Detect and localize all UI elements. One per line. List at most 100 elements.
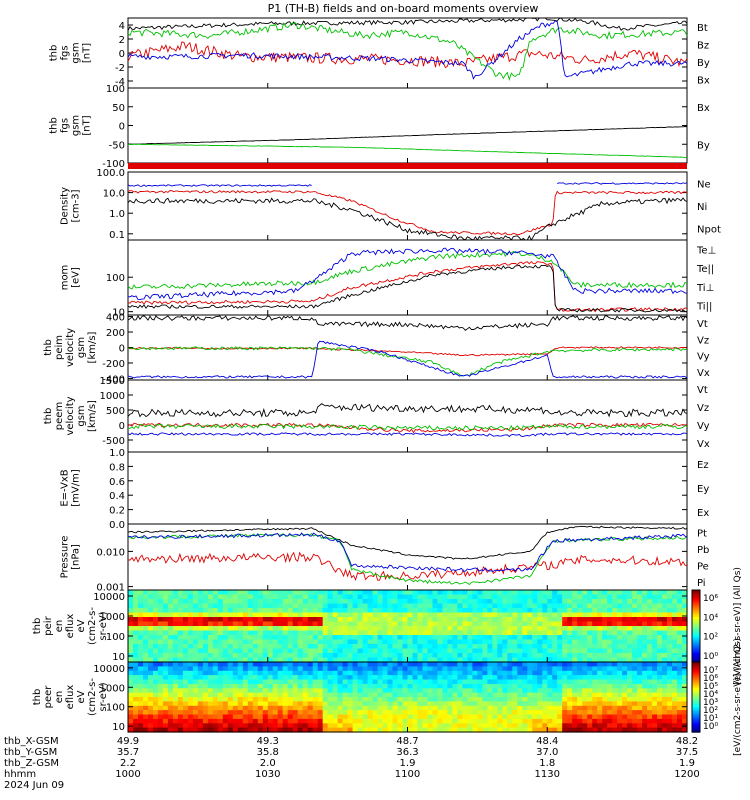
- spectrogram-cell: [462, 688, 468, 694]
- spectrogram-cell: [517, 688, 523, 694]
- spectrogram-cell: [337, 657, 344, 663]
- spectrogram-cell: [187, 692, 194, 698]
- spectrogram-cell: [262, 635, 269, 641]
- spectrogram-cell: [662, 714, 668, 720]
- spectrogram-cell: [502, 653, 508, 659]
- spectrogram-cell: [432, 594, 439, 600]
- spectrogram-cell: [262, 662, 269, 667]
- spectrogram-cell: [532, 630, 538, 636]
- spectrogram-cell: [537, 670, 543, 676]
- spectrogram-cell: [257, 688, 264, 694]
- colorbar-cell: [692, 649, 700, 652]
- colorbar-frame: [691, 661, 701, 733]
- spectrogram-cell: [647, 608, 653, 614]
- spectrogram-cell: [153, 666, 159, 672]
- colorbar-cell: [692, 665, 700, 668]
- spectrogram-cell: [302, 662, 309, 667]
- spectrogram-cell: [682, 710, 688, 716]
- spectrogram-cell: [492, 630, 498, 636]
- spectrogram-cell: [437, 675, 443, 681]
- spectrogram-cell: [582, 705, 588, 711]
- spectrogram-cell: [157, 608, 164, 614]
- spectrogram-cell: [412, 612, 419, 618]
- spectrogram-cell: [512, 718, 518, 724]
- spectrogram-cell: [187, 675, 194, 681]
- spectrogram-cell: [362, 688, 369, 694]
- spectrogram-cell: [237, 683, 244, 689]
- spectrogram-cell: [477, 697, 483, 702]
- spectrogram-cell: [532, 723, 538, 729]
- spectrogram-cell: [512, 670, 518, 676]
- spectrogram-cell: [387, 679, 394, 685]
- spectrogram-cell: [452, 599, 458, 605]
- spectrogram-cell: [312, 608, 319, 614]
- spectrogram-cell: [492, 705, 498, 711]
- spectrogram-cell: [242, 603, 249, 609]
- spectrogram-cell: [148, 657, 154, 663]
- spectrogram-cell: [392, 603, 399, 609]
- spectrogram-cell: [197, 662, 204, 667]
- spectrogram-cell: [177, 648, 184, 654]
- spectrogram-cell: [297, 599, 304, 605]
- spectrogram-cell: [192, 688, 199, 694]
- spectrogram-cell: [607, 621, 613, 627]
- spectrogram-cell: [227, 705, 234, 711]
- spectrogram-cell: [637, 662, 643, 667]
- spectrogram-cell: [587, 705, 593, 711]
- spectrogram-cell: [397, 594, 404, 600]
- spectrogram-cell: [382, 648, 389, 654]
- spectrogram-cell: [437, 692, 443, 698]
- spectrogram-cell: [138, 608, 144, 614]
- spectrogram-cell: [197, 612, 204, 618]
- spectrogram-cell: [457, 727, 463, 733]
- spectrogram-cell: [182, 630, 189, 636]
- spectrogram-cell: [307, 648, 314, 654]
- spectrogram-cell: [362, 608, 369, 614]
- spectrogram-cell: [337, 683, 344, 689]
- legend-Ti⊥: Ti⊥: [696, 283, 714, 294]
- spectrogram-cell: [392, 710, 399, 716]
- spectrogram-cell: [427, 626, 434, 632]
- spectrogram-cell: [462, 701, 468, 707]
- spectrogram-cell: [422, 675, 429, 681]
- spectrogram-cell: [427, 648, 434, 654]
- spectrogram-cell: [682, 635, 688, 641]
- spectrogram-cell: [332, 701, 339, 707]
- spectrogram-cell: [227, 621, 234, 627]
- spectrogram-cell: [542, 653, 548, 659]
- spectrogram-cell: [567, 617, 573, 623]
- series-line-fgs_dsl-green: [128, 143, 688, 158]
- spectrogram-cell: [377, 653, 384, 659]
- spectrogram-cell: [297, 683, 304, 689]
- spectrogram-cell: [377, 648, 384, 654]
- spectrogram-cell: [332, 692, 339, 698]
- spectrogram-cell: [347, 639, 354, 645]
- spectrogram-cell: [202, 590, 209, 596]
- spectrogram-cell: [292, 670, 299, 676]
- spectrogram-cell: [187, 617, 194, 623]
- spectrogram-cell: [153, 670, 159, 676]
- spectrogram-cell: [502, 701, 508, 707]
- spectrogram-cell: [617, 635, 623, 641]
- spectrogram-cell: [497, 679, 503, 685]
- spectrogram-cell: [272, 697, 279, 702]
- spectrogram-cell: [502, 594, 508, 600]
- spectrogram-cell: [402, 688, 409, 694]
- spectrogram-cell: [133, 710, 139, 716]
- spectrogram-cell: [242, 608, 249, 614]
- spectrogram-cell: [362, 626, 369, 632]
- spectrogram-cell: [242, 727, 249, 733]
- colorbar-cell: [692, 599, 700, 602]
- spectrogram-cell: [187, 670, 194, 676]
- spectrogram-cell: [387, 644, 394, 650]
- spectrogram-cell: [222, 679, 229, 685]
- spectrogram-cell: [128, 714, 134, 720]
- spectrogram-cell: [622, 590, 628, 596]
- spectrogram-cell: [662, 718, 668, 724]
- spectrogram-cell: [148, 630, 154, 636]
- spectrogram-cell: [407, 688, 414, 694]
- spectrogram-cell: [467, 599, 473, 605]
- spectrogram-cell: [367, 675, 374, 681]
- spectrogram-cell: [357, 666, 364, 672]
- spectrogram-cell: [632, 644, 638, 650]
